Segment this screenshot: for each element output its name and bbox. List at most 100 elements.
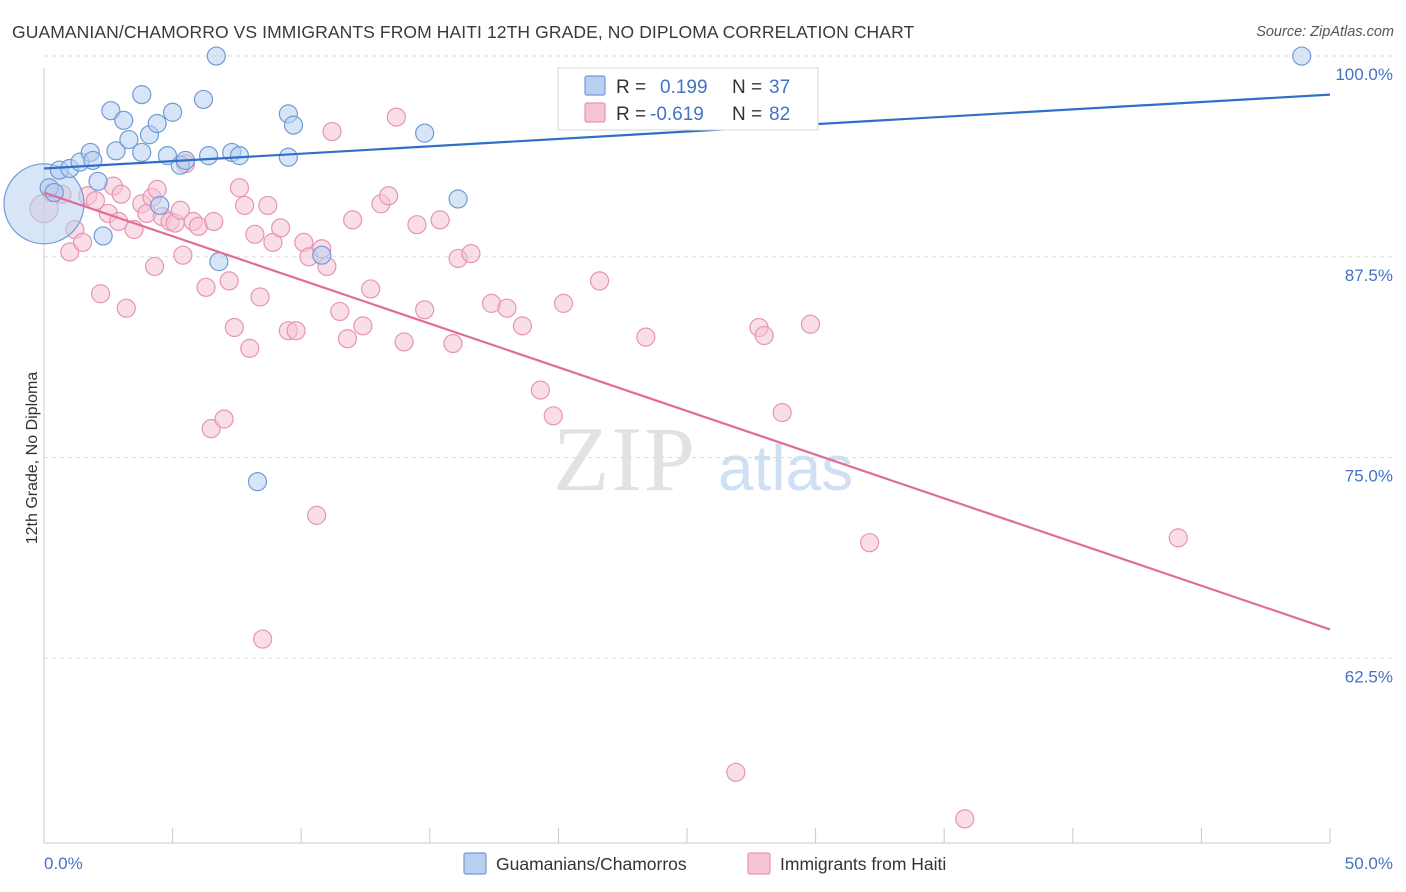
data-point [530,380,550,400]
data-point [214,409,234,429]
bottom-legend-swatch-guamanian [463,852,487,875]
source-label: Source: ZipAtlas.com [1256,24,1394,40]
y-tick-labels: 62.5% 75.0% 87.5% 100.0% [1335,65,1393,686]
data-point [147,179,167,199]
watermark-zip: ZIP [553,408,697,510]
data-point [250,287,270,307]
y-tick-label: 100.0% [1335,65,1393,84]
data-point [119,129,139,150]
legend-swatch-haiti [584,102,606,123]
gridlines [44,55,1393,659]
data-point [312,245,332,265]
data-point [589,271,610,291]
data-point [497,298,517,318]
data-point [415,300,435,320]
data-point [461,243,481,264]
data-point [247,472,268,492]
data-point [111,184,131,204]
legend-swatch-guamanian [584,75,606,96]
data-point [90,284,111,304]
data-point [3,163,85,245]
data-point [253,629,273,649]
bottom-legend-label-haiti: Immigrants from Haiti [780,854,946,874]
stats-legend: R = 0.199 N = 37 R = -0.619 N = 82 [557,67,819,131]
data-point [235,195,255,216]
data-point [132,85,152,105]
legend-n-label-2: N = [732,104,762,125]
trend-line-haiti [43,191,1331,631]
data-point [196,277,216,297]
data-point [330,301,350,322]
data-point [512,316,532,336]
legend-n-value-2: 82 [769,104,790,125]
legend-n-label-1: N = [732,77,762,98]
data-point [448,189,468,209]
data-point [386,107,406,127]
legend-r-value-1: 0.199 [660,77,708,98]
data-point [258,195,278,216]
x-ticks [43,828,1331,843]
data-point [201,419,221,439]
data-point [150,195,170,216]
x-tick-label-min: 0.0% [44,854,83,873]
data-point [553,293,574,313]
data-point [224,317,244,338]
legend-r-value-2: -0.619 [650,104,704,125]
data-point [1168,528,1188,548]
data-point [106,141,126,161]
bottom-legend-label-guamanian: Guamanians/Chamorros [496,854,687,874]
data-point [193,89,214,110]
data-point [772,402,792,423]
data-point [361,279,381,299]
data-point [116,298,136,318]
data-point [204,211,224,232]
data-point [60,242,80,262]
data-point [93,226,113,246]
data-point [955,809,975,829]
data-point [322,121,342,142]
data-point [170,200,190,220]
data-point [101,101,121,121]
chart-title: GUAMANIAN/CHAMORRO VS IMMIGRANTS FROM HA… [12,22,915,42]
data-point [415,123,435,143]
data-point [726,762,746,782]
data-point [206,46,226,66]
data-point [430,210,450,230]
data-point [132,142,152,163]
bottom-legend-swatch-haiti [747,852,771,875]
y-tick-label: 62.5% [1345,667,1393,686]
data-point [636,327,656,347]
y-axis-title: 12th Grade, No Diploma [24,372,41,545]
series-legend: Guamanians/Chamorros Immigrants from Hai… [463,852,946,875]
data-point [337,329,358,349]
data-point [271,218,291,238]
data-point [209,252,229,272]
watermark-atlas: atlas [718,432,853,504]
data-point [443,333,463,354]
data-point [860,533,880,553]
data-point [72,232,93,252]
data-point [754,325,774,346]
data-point [307,505,327,525]
series-guamanian-points [3,46,1312,492]
data-point [199,146,219,166]
data-point [144,256,165,277]
x-tick-label-max: 50.0% [1345,854,1393,873]
data-point [800,314,821,334]
data-point [343,210,363,230]
legend-r-label-2: R = [616,104,646,125]
legend-n-value-1: 37 [769,77,790,98]
data-point [240,338,260,358]
data-point [543,406,563,426]
trend-line-guamanian [43,93,1331,170]
data-point [283,115,304,135]
data-point [394,332,414,352]
y-tick-label: 75.0% [1345,467,1393,486]
data-point [229,146,250,166]
data-point [88,171,108,191]
data-point [278,147,298,167]
data-point [173,245,193,265]
data-point [229,178,250,198]
data-point [219,271,239,291]
